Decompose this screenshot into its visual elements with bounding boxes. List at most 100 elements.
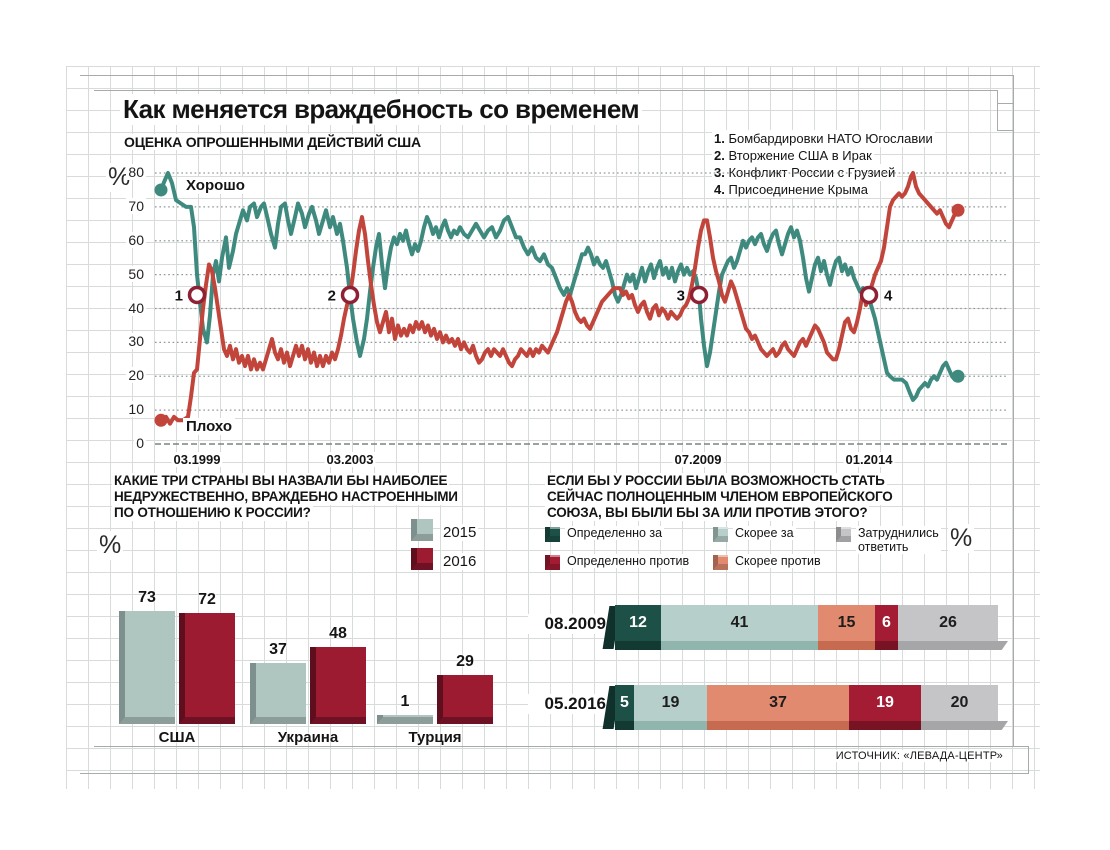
segment-08.2009-3: 6 bbox=[875, 605, 898, 641]
segment-strip bbox=[634, 721, 707, 730]
bar-value: 29 bbox=[456, 653, 474, 670]
event-item-4: 4. Присоединение Крыма bbox=[712, 181, 870, 198]
y-tick-value: 60 bbox=[126, 231, 146, 248]
y-tick-value: 10 bbox=[126, 401, 146, 418]
stacked-row-label: 08.2009 bbox=[528, 614, 608, 634]
legend-swatch-3 bbox=[545, 555, 560, 570]
frame-bottom-right-vertical bbox=[1028, 746, 1029, 774]
y-tick-value: 70 bbox=[126, 197, 146, 214]
frame-notch-vertical bbox=[997, 90, 998, 131]
segment-08.2009-1: 41 bbox=[661, 605, 818, 641]
legend-swatch-2015 bbox=[411, 519, 433, 541]
segment-strip bbox=[615, 721, 634, 730]
line-chart-title: ОЦЕНКА ОПРОШЕННЫМИ ДЕЙСТВИЙ США bbox=[121, 134, 424, 150]
series-label-bad: Плохо bbox=[183, 418, 236, 435]
event-text: Вторжение США в Ирак bbox=[728, 148, 872, 163]
stacked-chart-title: ЕСЛИ БЫ У РОССИИ БЫЛА ВОЗМОЖНОСТЬ СТАТЬ … bbox=[545, 473, 895, 521]
source-text: ИСТОЧНИК: «ЛЕВАДА-ЦЕНТР» bbox=[833, 750, 1005, 762]
bar-value: 1 bbox=[400, 693, 410, 710]
bar-chart-title-line: НЕДРУЖЕСТВЕННО, ВРАЖДЕБНО НАСТРОЕННЫМИ bbox=[112, 489, 460, 505]
frame-top-outer bbox=[80, 75, 1013, 76]
legend-label-3: Определенно против bbox=[565, 554, 692, 568]
event-marker-3 bbox=[689, 285, 709, 305]
bar-2016-США bbox=[179, 613, 235, 724]
legend-swatch-2016 bbox=[411, 548, 433, 570]
frame-top-inner bbox=[94, 90, 997, 91]
bar-chart-title-line: КАКИЕ ТРИ СТРАНЫ ВЫ НАЗВАЛИ БЫ НАИБОЛЕЕ bbox=[112, 473, 450, 489]
segment-strip bbox=[615, 641, 661, 650]
event-item-1: 1. Бомбардировки НАТО Югославии bbox=[712, 130, 935, 147]
bar-chart-percent-sign: % bbox=[97, 531, 124, 560]
segment-08.2009-2: 15 bbox=[818, 605, 875, 641]
segment-05.2016-4: 20 bbox=[921, 685, 998, 721]
legend-label-2015: 2015 bbox=[441, 524, 479, 541]
segment-05.2016-0: 5 bbox=[615, 685, 634, 721]
segment-strip bbox=[898, 641, 998, 650]
bar-2015-Турция bbox=[377, 715, 433, 724]
bar-category-label: США bbox=[158, 729, 196, 746]
event-marker-1 bbox=[187, 285, 207, 305]
series-start-dot bbox=[154, 183, 168, 197]
y-tick-label: 80 bbox=[104, 164, 146, 180]
legend-swatch-2 bbox=[713, 555, 728, 570]
event-marker-number: 1 bbox=[175, 287, 183, 304]
legend-label-4: Затруднились ответить bbox=[856, 526, 941, 554]
stacked-chart-title-line: ЕСЛИ БЫ У РОССИИ БЫЛА ВОЗМОЖНОСТЬ СТАТЬ bbox=[545, 473, 887, 489]
event-text: Присоединение Крыма bbox=[728, 182, 868, 197]
frame-bottom-inner bbox=[94, 746, 1028, 747]
y-tick-value: 40 bbox=[126, 299, 146, 316]
legend-swatch-4 bbox=[836, 527, 851, 542]
segment-08.2009-0: 12 bbox=[615, 605, 661, 641]
frame-bottom-outer bbox=[80, 773, 1028, 774]
legend-label-2016: 2016 bbox=[441, 553, 479, 570]
frame-right-outer bbox=[1013, 75, 1014, 747]
series-label-good: Хорошо bbox=[183, 177, 248, 194]
bar-value: 73 bbox=[138, 589, 156, 606]
bar-2016-Турция bbox=[437, 675, 493, 724]
segment-05.2016-3: 19 bbox=[849, 685, 921, 721]
legend-label-1: Скорее за bbox=[733, 526, 796, 540]
segment-08.2009-4: 26 bbox=[898, 605, 998, 641]
segment-strip bbox=[661, 641, 818, 650]
event-text: Бомбардировки НАТО Югославии bbox=[728, 131, 933, 146]
y-tick-value: 50 bbox=[126, 265, 146, 282]
y-tick-value: 0 bbox=[134, 435, 146, 451]
series-line-bad bbox=[159, 171, 960, 426]
segment-strip bbox=[818, 641, 875, 650]
bar-value: 37 bbox=[269, 641, 287, 658]
bar-2016-Украина bbox=[310, 647, 366, 724]
series-end-dot bbox=[951, 203, 965, 217]
legend-swatch-0 bbox=[545, 527, 560, 542]
y-tick-value: 80 bbox=[126, 164, 146, 180]
segment-05.2016-2: 37 bbox=[707, 685, 849, 721]
event-number: 1. bbox=[714, 131, 725, 146]
bar-2015-США bbox=[119, 611, 175, 724]
bar-chart-title: КАКИЕ ТРИ СТРАНЫ ВЫ НАЗВАЛИ БЫ НАИБОЛЕЕ … bbox=[112, 473, 460, 521]
y-tick-label: 70 bbox=[104, 197, 146, 214]
y-tick-label: 40 bbox=[104, 299, 146, 316]
y-tick-label: 10 bbox=[104, 401, 146, 418]
event-number: 2. bbox=[714, 148, 725, 163]
stacked-chart-title-line: СЕЙЧАС ПОЛНОЦЕННЫМ ЧЛЕНОМ ЕВРОПЕЙСКОГО bbox=[545, 489, 895, 505]
stacked-chart-percent-sign: % bbox=[948, 524, 975, 553]
y-tick-label: 50 bbox=[104, 265, 146, 282]
event-marker-number: 3 bbox=[677, 287, 685, 304]
stacked-row-label: 05.2016 bbox=[528, 694, 608, 714]
y-tick-label: 30 bbox=[104, 333, 146, 350]
legend-label-0: Определенно за bbox=[565, 526, 665, 540]
page-title: Как меняется враждебность со временем bbox=[120, 94, 642, 125]
bar-chart-title-line: ПО ОТНОШЕНИЮ К РОССИИ? bbox=[112, 505, 313, 521]
source-credit: ИСТОЧНИК: «ЛЕВАДА-ЦЕНТР» bbox=[760, 750, 1005, 762]
segment-strip bbox=[875, 641, 898, 650]
segment-strip bbox=[707, 721, 849, 730]
bar-value: 48 bbox=[329, 625, 347, 642]
y-tick-label: 60 bbox=[104, 231, 146, 248]
series-start-dot bbox=[154, 413, 168, 427]
bar-2015-Украина bbox=[250, 663, 306, 724]
x-tick-label: 01.2014 bbox=[843, 452, 895, 467]
y-tick-label: 20 bbox=[104, 367, 146, 384]
x-tick-label: 03.1999 bbox=[171, 452, 223, 467]
legend-label-2: Скорее против bbox=[733, 554, 823, 568]
event-marker-2 bbox=[340, 285, 360, 305]
